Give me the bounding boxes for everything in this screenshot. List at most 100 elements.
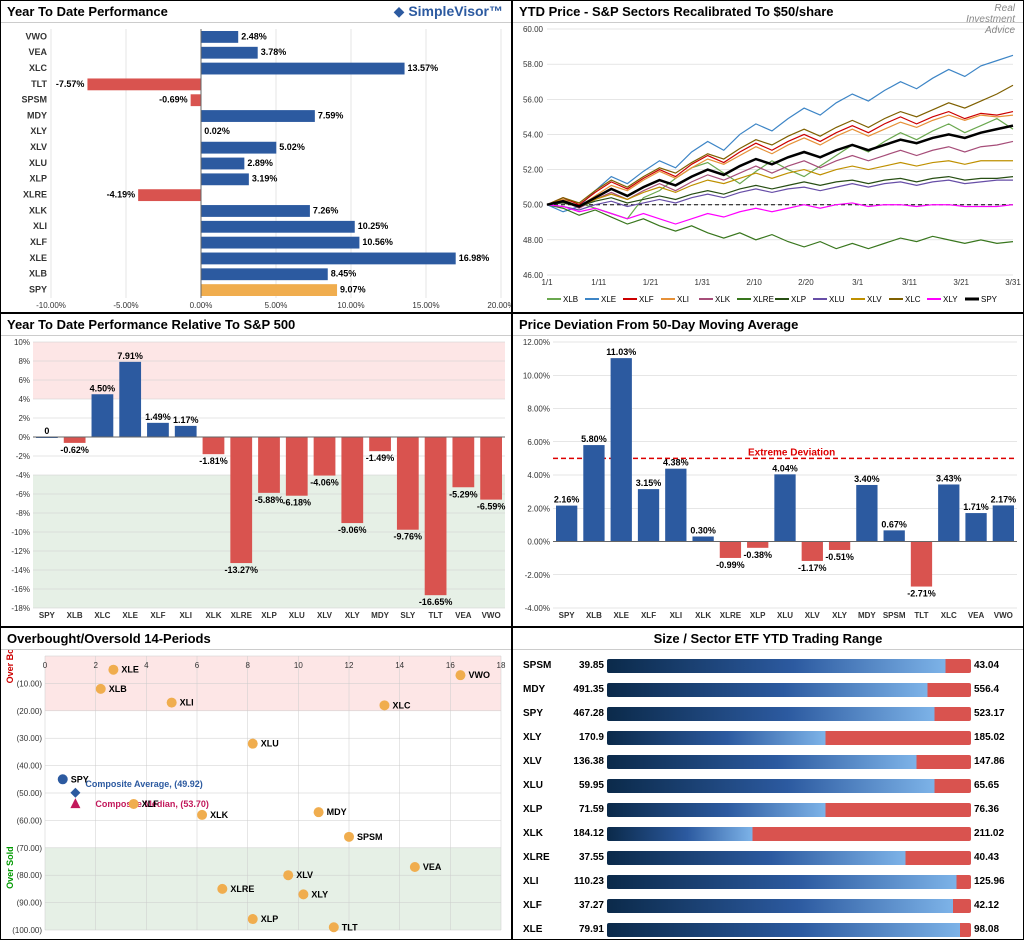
svg-text:VEA: VEA: [455, 611, 472, 620]
svg-text:18: 18: [497, 661, 506, 670]
svg-text:4.50%: 4.50%: [90, 384, 116, 394]
panel-title: YTD Price - S&P Sectors Recalibrated To …: [513, 1, 1023, 23]
svg-text:-6.59%: -6.59%: [477, 502, 506, 512]
svg-text:16.98%: 16.98%: [459, 253, 490, 263]
svg-text:XLF: XLF: [30, 237, 48, 247]
svg-text:SPY: SPY: [71, 774, 89, 784]
range-bar: [607, 827, 971, 841]
svg-text:15.00%: 15.00%: [412, 301, 439, 310]
svg-text:XLY: XLY: [832, 611, 847, 620]
range-bar: [607, 755, 971, 769]
svg-text:(50.00): (50.00): [17, 789, 43, 798]
svg-text:XLB: XLB: [29, 269, 48, 279]
svg-text:-0.99%: -0.99%: [716, 560, 745, 570]
svg-text:1/21: 1/21: [643, 278, 659, 287]
svg-text:5.02%: 5.02%: [279, 142, 305, 152]
svg-text:8: 8: [245, 661, 250, 670]
svg-text:SPY: SPY: [39, 611, 56, 620]
range-symbol: SPY: [519, 708, 561, 719]
svg-text:XLY: XLY: [311, 889, 328, 899]
range-bar: [607, 659, 971, 673]
svg-text:XLI: XLI: [677, 295, 689, 304]
svg-text:1/11: 1/11: [591, 278, 607, 287]
svg-text:(60.00): (60.00): [17, 816, 43, 825]
range-low: 184.12: [561, 828, 607, 839]
svg-text:(100.00): (100.00): [12, 926, 42, 935]
svg-text:-2.71%: -2.71%: [907, 589, 936, 599]
panel-title: Year To Date Performance Relative To S&P…: [1, 314, 511, 336]
svg-text:4.38%: 4.38%: [663, 458, 689, 468]
svg-text:20.00%: 20.00%: [487, 301, 511, 310]
svg-text:XLRE: XLRE: [230, 884, 254, 894]
svg-text:XLI: XLI: [179, 611, 191, 620]
range-row: XLY170.9185.02: [519, 726, 1017, 750]
range-high: 76.36: [971, 804, 1017, 815]
svg-text:16: 16: [446, 661, 455, 670]
svg-text:VWO: VWO: [26, 31, 48, 41]
svg-text:XLRE: XLRE: [720, 611, 742, 620]
svg-text:SPSM: SPSM: [357, 831, 383, 841]
svg-text:MDY: MDY: [27, 110, 47, 120]
svg-text:XLI: XLI: [33, 221, 47, 231]
svg-text:13.57%: 13.57%: [408, 63, 439, 73]
svg-text:11.03%: 11.03%: [606, 347, 636, 357]
panel-title: Overbought/Oversold 14-Periods: [1, 628, 511, 650]
svg-text:-1.17%: -1.17%: [798, 563, 827, 573]
svg-text:MDY: MDY: [858, 611, 876, 620]
range-low: 467.28: [561, 708, 607, 719]
range-row: SPSM39.8543.04: [519, 654, 1017, 678]
svg-text:4: 4: [144, 661, 149, 670]
range-high: 523.17: [971, 708, 1017, 719]
svg-text:XLC: XLC: [905, 295, 921, 304]
svg-text:XLC: XLC: [94, 611, 110, 620]
svg-text:-16%: -16%: [11, 585, 30, 594]
svg-text:MDY: MDY: [327, 807, 347, 817]
svg-text:XLRE: XLRE: [23, 190, 47, 200]
svg-text:Extreme Deviation: Extreme Deviation: [748, 448, 835, 459]
range-symbol: XLF: [519, 900, 561, 911]
svg-text:5.00%: 5.00%: [265, 301, 288, 310]
svg-text:-14%: -14%: [11, 566, 30, 575]
svg-text:0.30%: 0.30%: [690, 526, 716, 536]
range-row: MDY491.35556.4: [519, 678, 1017, 702]
range-high: 98.08: [971, 924, 1017, 935]
svg-text:5.80%: 5.80%: [581, 434, 607, 444]
range-bar: [607, 731, 971, 745]
svg-text:-2.00%: -2.00%: [525, 571, 550, 580]
svg-text:-10.00%: -10.00%: [36, 301, 66, 310]
svg-text:TLT: TLT: [31, 79, 47, 89]
range-high: 42.12: [971, 900, 1017, 911]
svg-text:XLY: XLY: [30, 126, 47, 136]
svg-text:(40.00): (40.00): [17, 761, 43, 770]
svg-text:XLP: XLP: [261, 914, 279, 924]
range-bar: [607, 851, 971, 865]
svg-text:XLE: XLE: [613, 611, 629, 620]
svg-text:48.00: 48.00: [523, 236, 544, 245]
svg-text:XLK: XLK: [205, 611, 221, 620]
svg-text:7.26%: 7.26%: [313, 205, 339, 215]
range-high: 147.86: [971, 756, 1017, 767]
range-row: XLU59.9565.65: [519, 774, 1017, 798]
range-symbol: XLV: [519, 756, 561, 767]
svg-text:(30.00): (30.00): [17, 734, 43, 743]
svg-text:-0.62%: -0.62%: [60, 445, 89, 455]
svg-text:4.00%: 4.00%: [527, 471, 550, 480]
range-row: XLE79.9198.08: [519, 918, 1017, 940]
svg-text:VEA: VEA: [423, 862, 442, 872]
svg-text:VWO: VWO: [994, 611, 1013, 620]
range-symbol: XLU: [519, 780, 561, 791]
svg-text:3.78%: 3.78%: [261, 47, 287, 57]
range-bar: [607, 779, 971, 793]
svg-text:10.25%: 10.25%: [358, 221, 389, 231]
svg-text:3.40%: 3.40%: [854, 474, 880, 484]
range-low: 59.95: [561, 780, 607, 791]
ytd-price-panel: YTD Price - S&P Sectors Recalibrated To …: [512, 0, 1024, 313]
range-row: XLI110.23125.96: [519, 870, 1017, 894]
svg-text:12: 12: [345, 661, 354, 670]
svg-text:0.02%: 0.02%: [204, 126, 230, 136]
svg-text:1.17%: 1.17%: [173, 415, 199, 425]
range-bar: [607, 707, 971, 721]
svg-text:Over Sold: Over Sold: [5, 846, 15, 889]
panel-title: Size / Sector ETF YTD Trading Range: [513, 628, 1023, 650]
svg-text:XLU: XLU: [829, 295, 845, 304]
